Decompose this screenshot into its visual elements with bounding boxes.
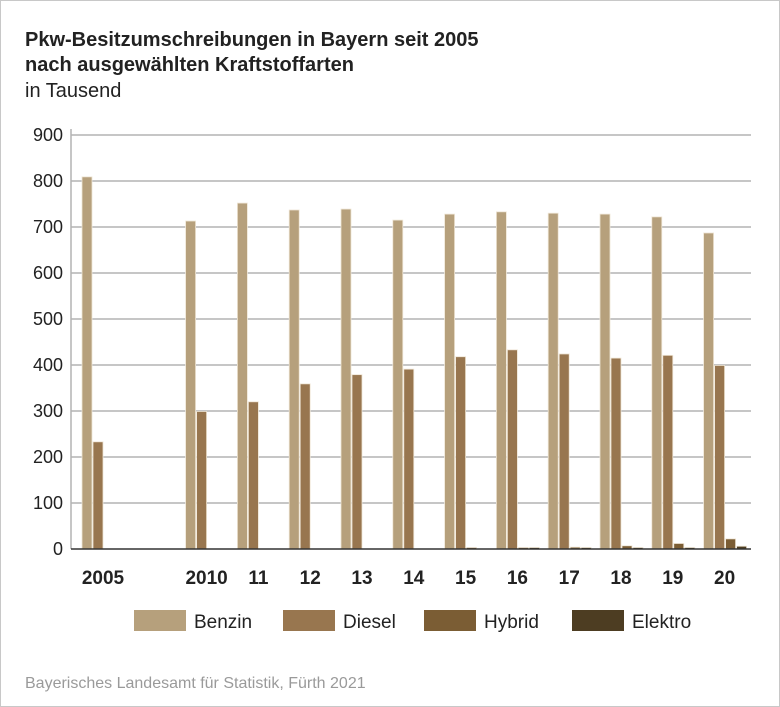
source-note: Bayerisches Landesamt für Statistik, Für… <box>25 675 366 692</box>
y-tick-label: 900 <box>33 125 63 145</box>
bar-diesel <box>558 353 570 550</box>
bar-diesel <box>610 357 622 550</box>
x-tick-label: 18 <box>610 568 631 589</box>
bar-diesel <box>247 401 259 550</box>
bar-hybrid <box>725 538 736 550</box>
x-tick-label: 2005 <box>82 568 125 589</box>
bar-diesel <box>403 368 415 550</box>
x-tick-label: 11 <box>248 568 269 589</box>
bar-benzin <box>599 213 611 550</box>
legend-swatch-diesel <box>283 610 335 631</box>
bar-benzin <box>651 216 663 550</box>
bar-benzin <box>392 219 404 550</box>
bar-chart: 0 100 200 300 400 500 600 700 800 900 2005 2010 11 12… <box>33 125 751 633</box>
x-tick-label: 14 <box>403 568 425 589</box>
bar-benzin <box>703 232 714 550</box>
bar-diesel <box>196 411 208 550</box>
y-tick-label: 400 <box>33 355 63 375</box>
bar-benzin <box>495 211 507 550</box>
bar-benzin <box>288 209 300 550</box>
x-tick-label: 12 <box>300 568 321 589</box>
bar-diesel <box>662 354 674 550</box>
bar-benzin <box>81 176 93 550</box>
bar-benzin <box>444 213 456 550</box>
chart-subtitle: nach ausgewählten Kraftstoffarten <box>25 54 354 76</box>
bar-diesel <box>351 374 363 550</box>
legend-swatch-elektro <box>572 610 624 631</box>
y-tick-label: 100 <box>33 493 63 513</box>
y-tick-label: 800 <box>33 171 63 191</box>
legend-label-elektro: Elektro <box>632 612 691 633</box>
bar-benzin <box>185 220 197 550</box>
legend-label-diesel: Diesel <box>343 612 396 633</box>
y-tick-label: 0 <box>53 539 63 559</box>
bar-benzin <box>547 212 559 550</box>
bar-benzin <box>236 202 248 550</box>
legend-label-benzin: Benzin <box>194 612 252 633</box>
legend-swatch-benzin <box>134 610 186 631</box>
x-tick-label: 15 <box>455 568 477 589</box>
x-tick-label: 13 <box>351 568 372 589</box>
x-tick-label: 16 <box>507 568 528 589</box>
y-tick-label: 300 <box>33 401 63 421</box>
x-tick-label: 20 <box>714 568 735 589</box>
bar-hybrid <box>673 543 685 550</box>
y-tick-label: 200 <box>33 447 63 467</box>
bar-diesel <box>299 383 311 550</box>
bar-diesel <box>714 365 725 550</box>
legend-label-hybrid: Hybrid <box>484 612 539 633</box>
bar-diesel <box>455 356 467 550</box>
x-tick-label: 17 <box>559 568 580 589</box>
bar-diesel <box>506 349 518 550</box>
legend-swatch-hybrid <box>424 610 476 631</box>
chart-title: Pkw-Besitzumschreibungen in Bayern seit … <box>25 29 479 51</box>
x-tick-label: 2010 <box>185 568 227 589</box>
chart-unit: in Tausend <box>25 80 122 102</box>
y-tick-label: 600 <box>33 263 63 283</box>
bar-benzin <box>340 208 352 550</box>
y-tick-label: 700 <box>33 217 63 237</box>
x-tick-label: 19 <box>662 568 683 589</box>
bar-diesel <box>92 441 104 550</box>
y-tick-label: 500 <box>33 309 63 329</box>
